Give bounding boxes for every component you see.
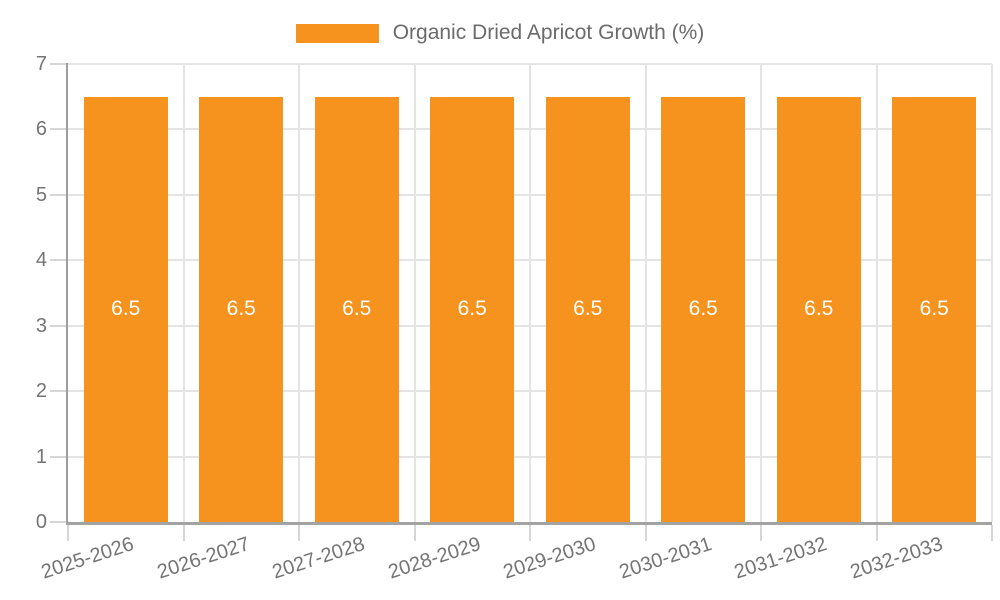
y-axis-tick xyxy=(50,193,68,196)
bar-value-label: 6.5 xyxy=(688,297,718,321)
bar-2028-2029[interactable]: 6.5 xyxy=(430,96,515,522)
x-axis-tick xyxy=(182,525,185,541)
bar-2032-2033[interactable]: 6.5 xyxy=(892,96,977,522)
y-axis-tick xyxy=(50,455,68,458)
v-gridline xyxy=(413,64,416,522)
bar-value-label: 6.5 xyxy=(457,297,487,321)
v-gridline xyxy=(529,64,531,522)
x-axis-category-label: 2030-2031 xyxy=(616,533,715,584)
bar-value-label: 6.5 xyxy=(226,297,256,321)
x-axis-category-label: 2029-2030 xyxy=(500,533,599,584)
y-axis-tick xyxy=(50,390,68,393)
bar-2029-2030[interactable]: 6.5 xyxy=(545,96,630,522)
x-axis-line xyxy=(66,522,992,525)
legend-label: Organic Dried Apricot Growth (%) xyxy=(392,21,705,44)
bar-value-label: 6.5 xyxy=(804,297,834,321)
bar-2031-2032[interactable]: 6.5 xyxy=(776,96,861,522)
y-axis-tick-label: 5 xyxy=(35,183,47,206)
bar-value-label: 6.5 xyxy=(573,297,603,321)
y-axis-tick xyxy=(50,521,68,523)
x-axis-category-label: 2027-2028 xyxy=(269,533,368,584)
y-axis-tick xyxy=(50,63,68,65)
y-axis-tick-label: 1 xyxy=(35,445,47,468)
x-axis-tick xyxy=(529,525,531,541)
x-axis-category-label: 2032-2033 xyxy=(847,533,946,584)
chart-legend[interactable]: Organic Dried Apricot Growth (%) xyxy=(0,18,1000,48)
y-axis-tick-label: 2 xyxy=(35,380,47,403)
bar-2030-2031[interactable]: 6.5 xyxy=(661,96,746,522)
x-axis-tick xyxy=(644,525,647,541)
x-axis-tick xyxy=(298,525,300,541)
x-axis-category-label: 2026-2027 xyxy=(154,533,253,584)
y-axis-tick xyxy=(50,324,68,327)
x-axis-category-label: 2031-2032 xyxy=(731,533,830,584)
x-axis-tick xyxy=(67,525,69,541)
v-gridline xyxy=(875,64,878,522)
y-axis-tick xyxy=(50,259,68,262)
v-gridline xyxy=(760,64,762,522)
v-gridline xyxy=(182,64,185,522)
y-axis-tick xyxy=(50,128,68,131)
v-gridline xyxy=(644,64,647,522)
y-axis-tick-label: 0 xyxy=(35,511,47,533)
x-axis-category-label: 2025-2026 xyxy=(38,533,137,584)
v-gridline xyxy=(298,64,300,522)
y-axis-tick-label: 6 xyxy=(35,118,47,141)
bar-2026-2027[interactable]: 6.5 xyxy=(199,96,284,522)
v-gridline xyxy=(991,64,993,522)
bar-value-label: 6.5 xyxy=(111,297,141,321)
bar-2025-2026[interactable]: 6.5 xyxy=(83,96,168,522)
bar-value-label: 6.5 xyxy=(342,297,372,321)
x-axis-tick xyxy=(875,525,878,541)
x-axis-tick xyxy=(991,525,993,541)
y-axis-tick-label: 7 xyxy=(35,53,47,75)
y-axis-tick-label: 4 xyxy=(35,249,47,272)
x-axis-tick xyxy=(760,525,762,541)
bar-value-label: 6.5 xyxy=(919,297,949,321)
x-axis-tick xyxy=(413,525,416,541)
x-axis-category-label: 2028-2029 xyxy=(385,533,484,584)
legend-swatch-icon xyxy=(295,23,379,43)
y-axis-line xyxy=(66,63,68,525)
bar-2027-2028[interactable]: 6.5 xyxy=(314,96,399,522)
y-axis-tick-label: 3 xyxy=(35,314,47,337)
